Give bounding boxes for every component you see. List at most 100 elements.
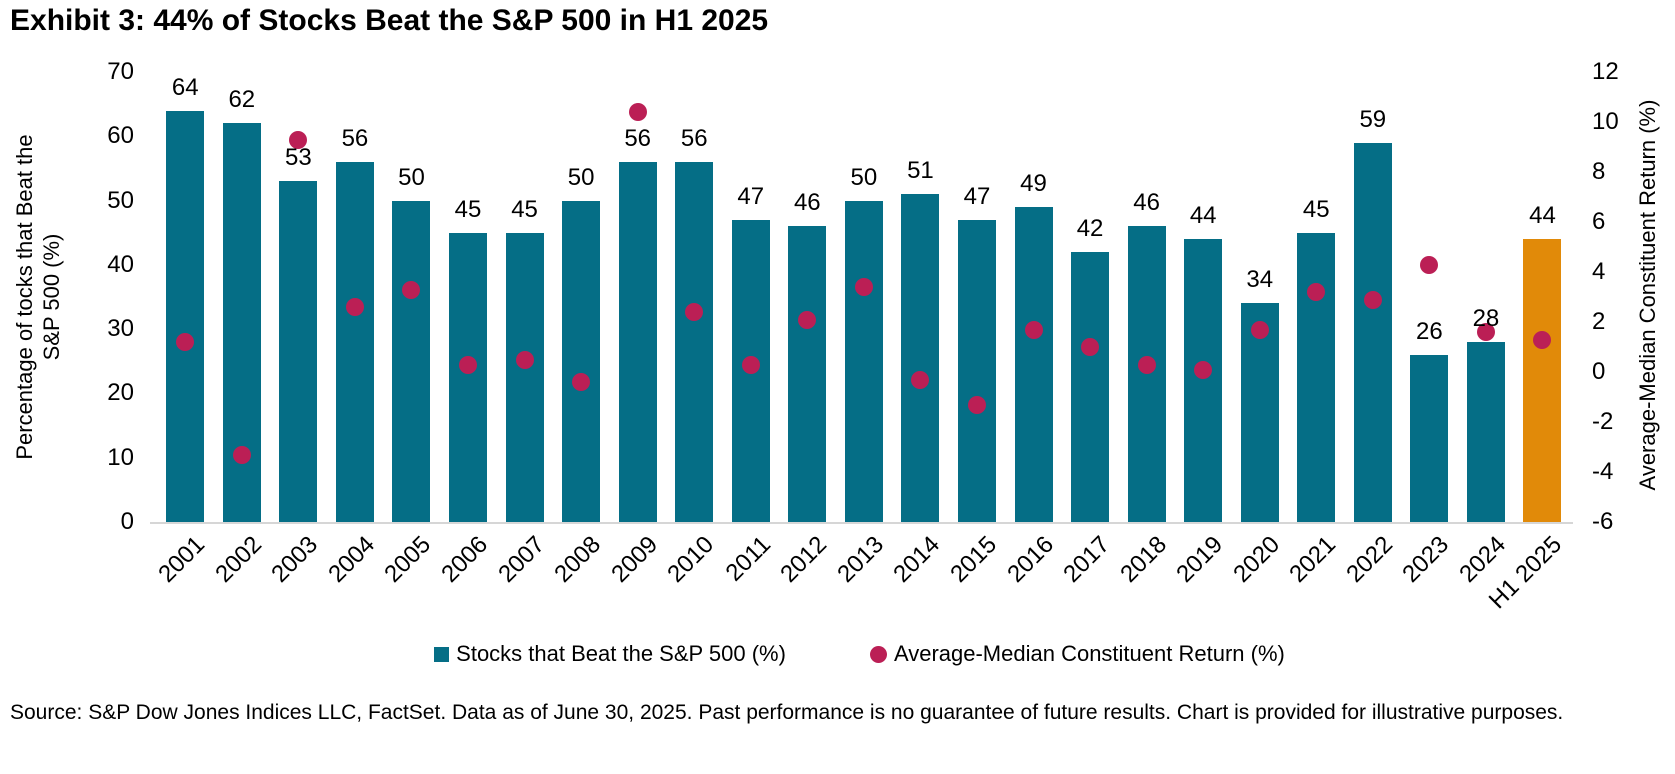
dot-2017 bbox=[1081, 338, 1100, 356]
bar-2024 bbox=[1466, 342, 1505, 522]
dot-2008 bbox=[572, 373, 591, 391]
dot-2020 bbox=[1250, 320, 1269, 339]
bar-2009 bbox=[618, 162, 657, 522]
dot-2006 bbox=[459, 355, 478, 374]
dot-2007 bbox=[515, 350, 534, 369]
bar-value-label: 53 bbox=[285, 144, 312, 172]
dot-2016 bbox=[1024, 320, 1043, 339]
dot-2009 bbox=[628, 103, 647, 121]
dot-2011 bbox=[741, 355, 760, 374]
dot-2015 bbox=[967, 395, 986, 414]
bar-value-label: 47 bbox=[737, 182, 765, 210]
bar-value-label: 49 bbox=[1020, 170, 1047, 197]
left-axis-tick-label: 0 bbox=[120, 508, 134, 535]
bar-2008 bbox=[562, 200, 601, 522]
bar-2006 bbox=[449, 232, 488, 522]
left-axis-tick-label: 70 bbox=[107, 58, 134, 85]
chart-title: Exhibit 3: 44% of Stocks Beat the S&P 50… bbox=[10, 4, 769, 37]
bar-value-label: 28 bbox=[1472, 305, 1500, 332]
dot-2004 bbox=[345, 298, 364, 316]
right-axis-tick-label: 8 bbox=[1592, 158, 1606, 185]
bar-2022 bbox=[1353, 142, 1392, 522]
bar-value-label: 51 bbox=[907, 157, 934, 185]
right-axis-tick-label: 10 bbox=[1592, 108, 1619, 135]
left-axis-tick-label: 10 bbox=[107, 443, 134, 471]
source-note: Source: S&P Dow Jones Indices LLC, FactS… bbox=[10, 701, 1564, 724]
bar-value-label: 50 bbox=[567, 163, 595, 191]
right-axis-tick-label: -2 bbox=[1592, 408, 1614, 435]
dot-2024 bbox=[1476, 323, 1495, 341]
bar-value-label: 56 bbox=[341, 125, 369, 152]
dot-2022 bbox=[1363, 290, 1382, 309]
x-axis-line bbox=[150, 522, 1573, 524]
bar-series-swatch-icon bbox=[434, 646, 450, 662]
dot-series-swatch-icon bbox=[869, 645, 887, 663]
left-axis-tick-label: 20 bbox=[107, 379, 134, 407]
bar-2021 bbox=[1297, 232, 1336, 522]
dot-2003 bbox=[289, 130, 308, 149]
bar-2003 bbox=[279, 181, 318, 522]
bar-value-label: 50 bbox=[398, 163, 425, 191]
dot-2023 bbox=[1420, 255, 1439, 274]
bar-2001 bbox=[166, 110, 205, 522]
bar-2016 bbox=[1014, 207, 1053, 522]
chart-legend: Stocks that Beat the S&P 500 (%) Average… bbox=[157, 641, 1562, 667]
dot-2014 bbox=[911, 370, 930, 389]
right-axis-tick-label: 6 bbox=[1592, 208, 1606, 235]
bar-2013 bbox=[844, 200, 883, 522]
bar-value-label: 47 bbox=[963, 182, 991, 210]
bar-value-label: 42 bbox=[1076, 215, 1104, 242]
left-axis-tick-label: 50 bbox=[107, 186, 134, 214]
bar-2020 bbox=[1240, 303, 1279, 522]
dot-2018 bbox=[1137, 355, 1156, 374]
bar-value-label: 45 bbox=[511, 195, 538, 223]
bar-value-label: 62 bbox=[228, 86, 256, 114]
legend-label-bars: Stocks that Beat the S&P 500 (%) bbox=[456, 641, 786, 666]
left-axis-tick-label: 40 bbox=[107, 250, 134, 278]
dot-2019 bbox=[1194, 360, 1213, 379]
dot-2005 bbox=[402, 280, 421, 299]
right-axis-tick-label: -6 bbox=[1592, 508, 1614, 535]
right-axis-tick-label: 12 bbox=[1592, 58, 1619, 85]
bar-2004 bbox=[335, 162, 374, 522]
bar-value-label: 50 bbox=[850, 163, 878, 191]
bar-2014 bbox=[901, 194, 940, 522]
bar-value-label: 34 bbox=[1246, 266, 1274, 294]
left-axis-tick-label: 30 bbox=[107, 315, 134, 343]
bar-value-label: 44 bbox=[1189, 202, 1217, 230]
bar-value-label: 45 bbox=[1302, 195, 1330, 223]
legend-label-dots: Average-Median Constituent Return (%) bbox=[893, 641, 1285, 666]
dot-2021 bbox=[1307, 283, 1326, 301]
legend-item-dots: Average-Median Constituent Return (%) bbox=[869, 641, 1285, 667]
right-axis-tick-label: -4 bbox=[1592, 458, 1614, 485]
dot-2010 bbox=[685, 303, 704, 321]
dot-2001 bbox=[176, 333, 195, 351]
bar-value-label: 46 bbox=[793, 189, 821, 217]
dot-h1-2025 bbox=[1533, 330, 1552, 349]
left-axis-tick-label: 60 bbox=[107, 122, 134, 150]
bar-2005 bbox=[392, 200, 431, 522]
bar-value-label: 26 bbox=[1416, 317, 1443, 345]
bar-2017 bbox=[1071, 252, 1110, 522]
dot-2013 bbox=[854, 278, 873, 296]
right-axis-tick-label: 4 bbox=[1592, 258, 1606, 285]
bar-value-label: 45 bbox=[454, 195, 482, 223]
bar-2015 bbox=[957, 219, 996, 522]
dot-2012 bbox=[798, 310, 817, 329]
bar-2019 bbox=[1184, 239, 1223, 522]
dot-2002 bbox=[232, 445, 251, 464]
left-axis-title-line1: Percentage of tocks that Beat the bbox=[12, 134, 37, 460]
bar-value-label: 46 bbox=[1133, 189, 1160, 217]
bar-value-label: 56 bbox=[680, 125, 708, 152]
bar-value-label: 44 bbox=[1529, 202, 1556, 230]
legend-item-bars: Stocks that Beat the S&P 500 (%) bbox=[434, 641, 786, 667]
bar-h1-2025 bbox=[1523, 239, 1562, 522]
bar-value-label: 59 bbox=[1359, 105, 1387, 133]
bar-2010 bbox=[675, 162, 714, 522]
right-axis-tick-label: 2 bbox=[1592, 308, 1606, 335]
bar-2023 bbox=[1410, 354, 1449, 522]
left-axis-title-line2: S&P 500 (%) bbox=[39, 233, 64, 361]
right-axis-tick-label: 0 bbox=[1592, 358, 1606, 385]
bar-2018 bbox=[1127, 226, 1166, 522]
